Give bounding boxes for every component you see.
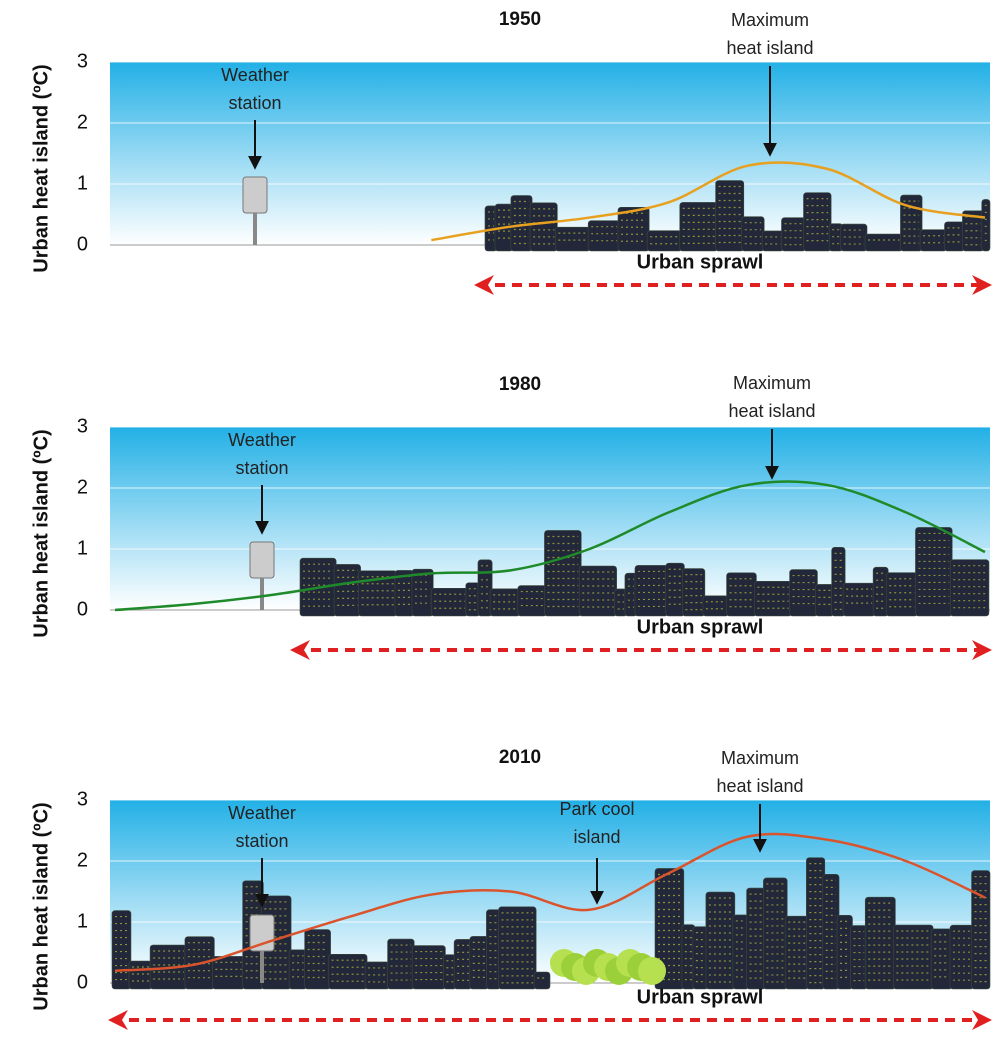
- building: [715, 180, 745, 252]
- panel-title: 1980: [499, 374, 541, 395]
- building: [781, 217, 806, 252]
- panel: 1950 Urban heat island (ºC) 0 1 2 3 Weather sta…: [30, 9, 992, 295]
- building: [842, 582, 876, 617]
- building: [831, 547, 846, 617]
- weather-station: [242, 176, 268, 214]
- building: [555, 226, 591, 252]
- building: [815, 584, 834, 617]
- y-tick-label: 2: [77, 476, 88, 498]
- building: [665, 562, 685, 617]
- heat-curve: [114, 480, 986, 612]
- y-tick-label: 3: [77, 415, 88, 437]
- panel-title: 2010: [499, 747, 541, 768]
- building: [387, 938, 415, 990]
- annotation-text: island: [573, 827, 620, 847]
- building: [864, 896, 896, 990]
- building: [949, 559, 990, 617]
- building: [411, 568, 434, 617]
- sprawl-label: Urban sprawl: [637, 986, 764, 1008]
- annotation-text: Weather: [221, 65, 289, 85]
- building: [893, 924, 934, 990]
- building: [944, 221, 965, 252]
- building: [304, 929, 331, 990]
- sprawl-label: Urban sprawl: [637, 616, 764, 638]
- building: [930, 928, 953, 990]
- y-tick-label: 3: [77, 50, 88, 72]
- building: [803, 192, 832, 252]
- y-tick-label: 1: [77, 910, 88, 932]
- heat-curve: [431, 161, 986, 242]
- building: [919, 229, 947, 252]
- building: [746, 887, 766, 990]
- building: [517, 585, 547, 617]
- building: [789, 569, 818, 617]
- building: [949, 924, 974, 990]
- panel: 2010 Urban heat island (ºC) 0 1 2 3 Weather sta…: [30, 747, 992, 1030]
- building: [578, 565, 617, 617]
- building: [971, 870, 991, 990]
- building: [864, 233, 903, 252]
- building: [646, 230, 683, 252]
- annotation-text: Weather: [228, 803, 296, 823]
- building: [333, 564, 361, 617]
- annotation-text: Weather: [228, 430, 296, 450]
- building: [617, 206, 650, 252]
- annotation-text: Maximum: [733, 373, 811, 393]
- panel: 1980 Urban heat island (ºC) 0 1 2 3 Weather sta…: [30, 373, 992, 660]
- building: [836, 915, 853, 990]
- y-axis-label: Urban heat island (ºC): [30, 802, 52, 1010]
- annotation-text: Maximum: [721, 748, 799, 768]
- panel-title: 1950: [499, 9, 541, 30]
- annotation-text: station: [235, 458, 288, 478]
- weather-station: [249, 541, 275, 579]
- building: [128, 960, 153, 990]
- building: [453, 939, 473, 990]
- annotation-text: Park cool: [559, 799, 634, 819]
- building: [761, 230, 784, 252]
- heat-curve: [114, 832, 986, 973]
- building: [634, 565, 669, 617]
- annotation-text: heat island: [716, 776, 803, 796]
- sprawl-label: Urban sprawl: [637, 251, 764, 273]
- y-tick-label: 2: [77, 111, 88, 133]
- y-tick-label: 3: [77, 788, 88, 810]
- y-tick-label: 0: [77, 598, 88, 620]
- annotation-text: station: [235, 831, 288, 851]
- building: [430, 587, 469, 617]
- y-tick-label: 0: [77, 971, 88, 993]
- building: [111, 910, 132, 990]
- building: [754, 580, 792, 617]
- y-axis-label: Urban heat island (ºC): [30, 64, 52, 272]
- y-tick-label: 2: [77, 849, 88, 871]
- building: [682, 568, 706, 617]
- y-axis-label: Urban heat island (ºC): [30, 429, 52, 637]
- building: [981, 199, 991, 252]
- y-tick-label: 1: [77, 172, 88, 194]
- y-tick-label: 1: [77, 537, 88, 559]
- annotation-text: Maximum: [731, 10, 809, 30]
- building: [732, 914, 749, 990]
- building: [469, 936, 489, 990]
- y-tick-label: 0: [77, 233, 88, 255]
- building: [212, 956, 245, 990]
- building: [477, 559, 493, 617]
- building: [702, 595, 729, 617]
- annotation-text: station: [228, 93, 281, 113]
- annotation-text: heat island: [726, 38, 813, 58]
- park-tree: [638, 957, 666, 985]
- building: [741, 216, 765, 252]
- building: [328, 953, 368, 990]
- building: [533, 971, 551, 990]
- building: [529, 202, 558, 252]
- annotation-text: heat island: [728, 401, 815, 421]
- building: [850, 925, 868, 990]
- building: [587, 220, 621, 252]
